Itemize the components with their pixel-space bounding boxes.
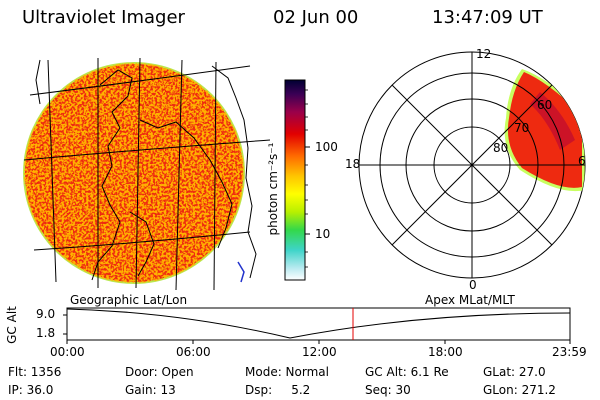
status-door: Door: Open bbox=[125, 365, 194, 379]
status-mode: Mode: Normal bbox=[245, 365, 329, 379]
timeline-ytick-top: 9.0 bbox=[36, 307, 56, 321]
date-label: 02 Jun 00 bbox=[273, 7, 359, 28]
gc-alt-timeline bbox=[63, 307, 571, 344]
time-label: 13:47:09 UT bbox=[432, 7, 543, 28]
apex-label: Apex MLat/MLT bbox=[425, 293, 515, 307]
mlat-label-70: 70 bbox=[514, 121, 530, 135]
earth-disk bbox=[23, 57, 271, 291]
status-ip: IP: 36.0 bbox=[8, 383, 54, 397]
colorbar-tick-10: 10 bbox=[315, 227, 331, 241]
timeline-xtick-3: 18:00 bbox=[428, 345, 463, 359]
timeline-axis-label: GC Alt bbox=[4, 306, 19, 344]
timeline-xtick-1: 06:00 bbox=[176, 345, 211, 359]
mlat-label-60: 60 bbox=[537, 98, 553, 112]
mlt-label-12: 12 bbox=[476, 47, 492, 61]
app-title: Ultraviolet Imager bbox=[22, 7, 185, 28]
mlat-label-80: 80 bbox=[493, 141, 509, 155]
colorbar-tick-100: 100 bbox=[315, 140, 338, 154]
timeline-xtick-2: 12:00 bbox=[302, 345, 337, 359]
polar-plot bbox=[358, 51, 586, 279]
mlt-label-6: 6 bbox=[578, 154, 586, 168]
status-gain: Gain: 13 bbox=[125, 383, 176, 397]
timeline-xtick-0: 00:00 bbox=[50, 345, 85, 359]
geo-label: Geographic Lat/Lon bbox=[70, 293, 188, 307]
mlt-label-0: 0 bbox=[469, 278, 477, 292]
timeline-ytick-bottom: 1.8 bbox=[36, 326, 56, 340]
status-dsp: Dsp: 5.2 bbox=[245, 383, 311, 397]
colorbar-unit-label: photon cm⁻²s⁻¹ bbox=[266, 142, 280, 236]
status-seq: Seq: 30 bbox=[365, 383, 411, 397]
timeline-xtick-4: 23:59 bbox=[552, 345, 587, 359]
status-flt: Flt: 1356 bbox=[8, 365, 62, 379]
status-gcalt: GC Alt: 6.1 Re bbox=[365, 365, 449, 379]
status-glon: GLon: 271.2 bbox=[483, 383, 556, 397]
color-bar bbox=[284, 79, 310, 281]
status-glat: GLat: 27.0 bbox=[483, 365, 546, 379]
mlt-label-18: 18 bbox=[345, 157, 361, 171]
